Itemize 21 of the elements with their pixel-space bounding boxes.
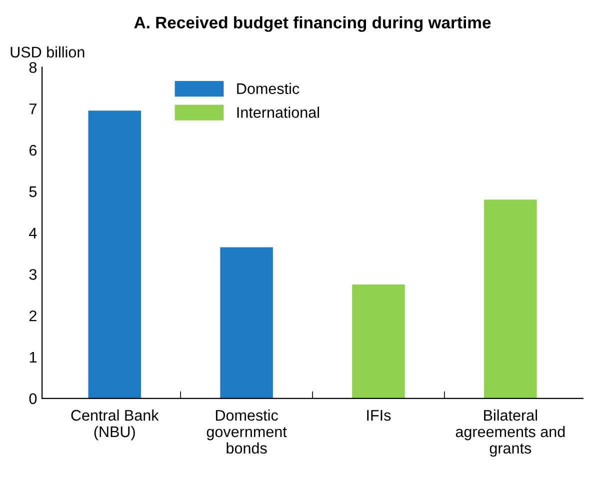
x-tick-label: Domestic government bonds [206,410,287,454]
y-tick-label: 8 [29,62,37,73]
bar [88,110,142,398]
bar [220,247,273,398]
y-axis-title: USD billion [10,46,84,58]
legend-label: Domestic [237,82,300,94]
y-tick-label: 7 [29,104,36,114]
x-tick-label: Bilateral agreements and grants [456,410,565,457]
chart-title: A. Received budget financing during wartime [134,16,491,32]
bar [484,200,537,398]
y-tick-label: 5 [29,186,37,198]
y-tick-label: 0 [29,393,37,404]
y-tick-label: 2 [29,310,36,322]
x-tick-label: IFIs [367,410,391,421]
y-tick-label: 4 [29,228,37,238]
y-tick-label: 3 [29,269,37,280]
x-tick-label: Central Bank (NBU) [71,410,159,440]
bar [352,284,405,398]
legend-label: International [237,106,319,118]
y-tick-label: 1 [30,352,36,363]
y-tick-label: 6 [29,144,37,156]
